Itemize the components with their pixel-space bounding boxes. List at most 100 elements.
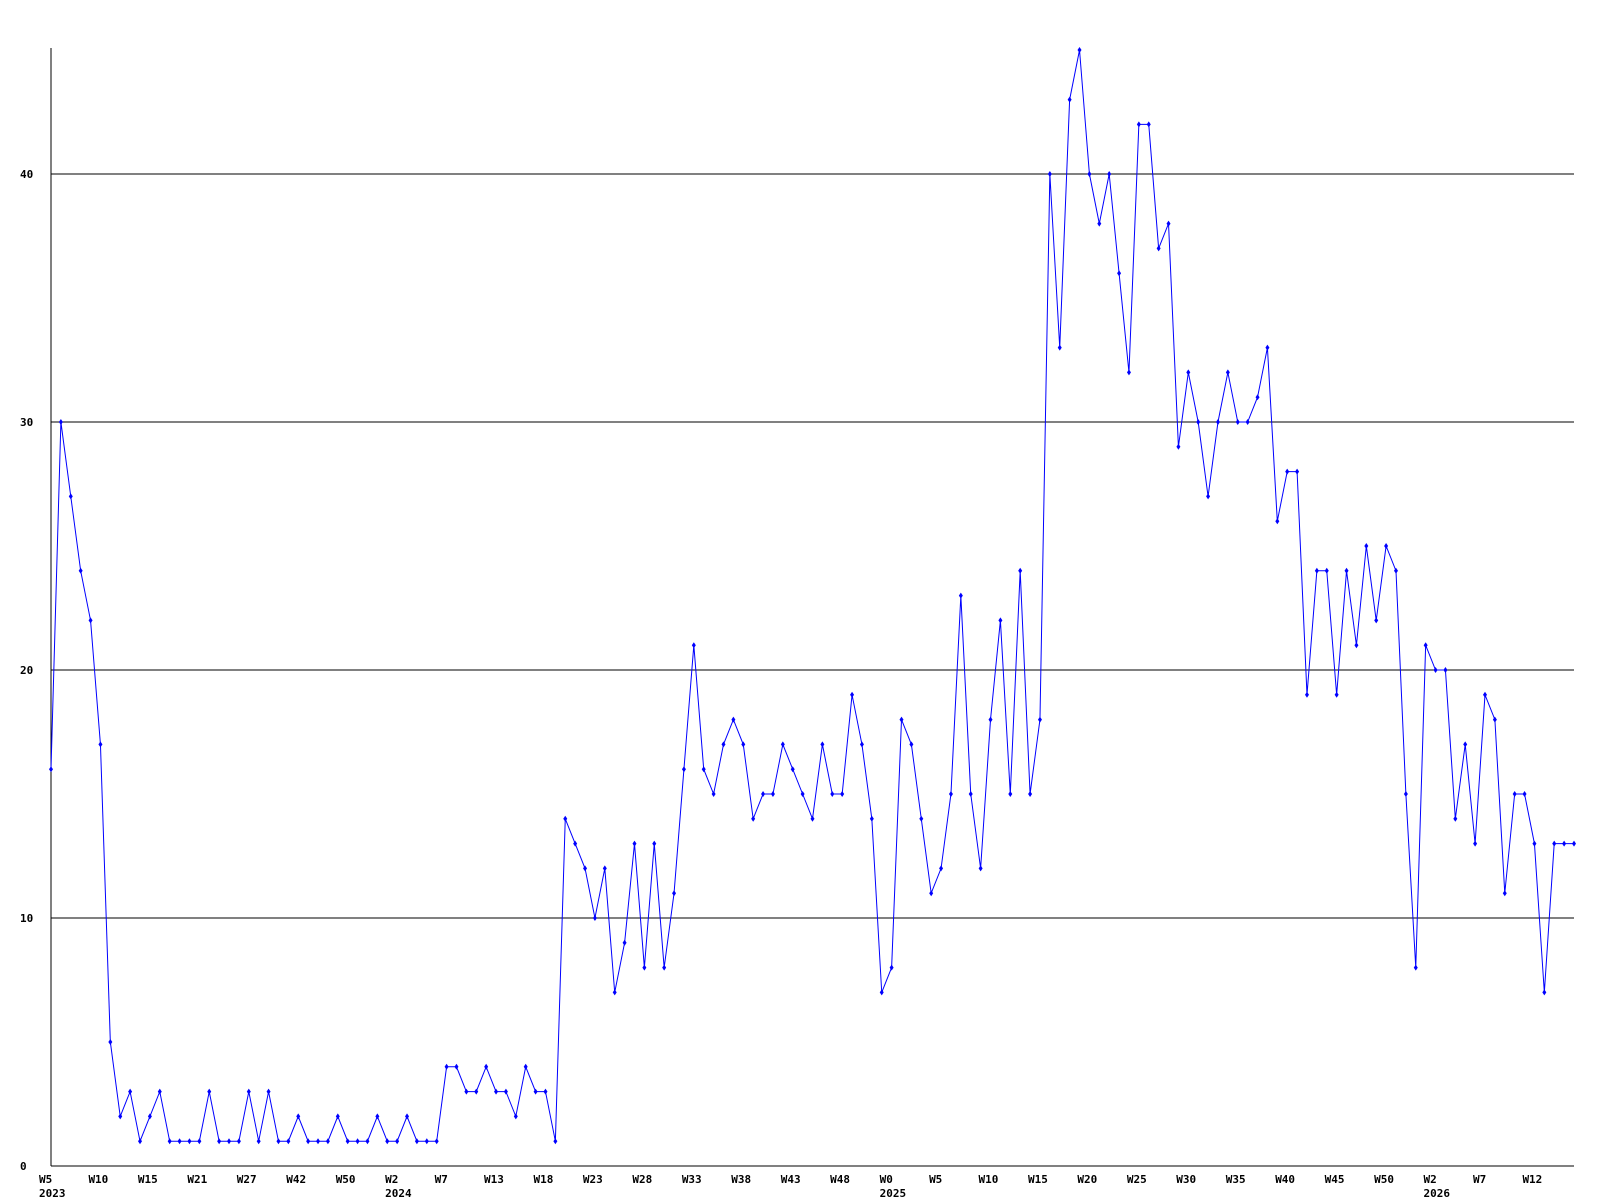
point-marker: [1393, 567, 1398, 574]
point-marker: [1334, 691, 1339, 698]
point-marker: [632, 840, 637, 847]
x-tick-label: W12: [1522, 1173, 1542, 1186]
x-tick-label: W2: [1424, 1173, 1437, 1186]
x-tick-label: W43: [781, 1173, 801, 1186]
point-marker: [424, 1138, 429, 1145]
point-marker: [1354, 642, 1359, 649]
point-marker: [1502, 890, 1507, 897]
point-marker: [850, 691, 855, 698]
point-marker: [820, 741, 825, 748]
point-marker: [68, 493, 73, 500]
point-marker: [375, 1113, 380, 1120]
point-marker: [1018, 567, 1023, 574]
x-tick-label: W33: [682, 1173, 702, 1186]
point-marker: [316, 1138, 321, 1145]
x-year-label: 2023: [39, 1187, 66, 1200]
point-marker: [691, 642, 696, 649]
point-marker: [1413, 964, 1418, 971]
point-marker: [553, 1138, 558, 1145]
line: [50, 49, 1574, 1143]
x-tick-label: W7: [435, 1173, 448, 1186]
point-marker: [1304, 691, 1309, 698]
point-marker: [543, 1088, 548, 1095]
point-marker: [810, 815, 815, 822]
point-marker: [899, 716, 904, 723]
point-marker: [672, 890, 677, 897]
point-marker: [1077, 47, 1082, 53]
point-marker: [454, 1063, 459, 1070]
x-tick-label: W28: [632, 1173, 652, 1186]
point-marker: [741, 741, 746, 748]
point-marker: [978, 865, 983, 872]
point-marker: [909, 741, 914, 748]
x-tick-label: W45: [1325, 1173, 1345, 1186]
x-tick-label: W18: [533, 1173, 553, 1186]
point-marker: [197, 1138, 202, 1145]
point-marker: [770, 791, 775, 797]
point-marker: [1285, 468, 1290, 475]
x-tick-label: W0: [880, 1173, 893, 1186]
point-marker: [1126, 369, 1131, 376]
point-marker: [167, 1138, 172, 1145]
point-marker: [1492, 716, 1497, 723]
point-marker: [414, 1138, 419, 1145]
x-tick-label: W10: [979, 1173, 999, 1186]
point-marker: [395, 1138, 400, 1145]
point-marker: [939, 865, 944, 872]
x-tick-label: W38: [731, 1173, 751, 1186]
point-marker: [1057, 344, 1062, 351]
point-marker: [721, 741, 726, 748]
point-marker: [128, 1088, 133, 1095]
x-tick-label: W10: [88, 1173, 108, 1186]
point-marker: [652, 840, 657, 847]
point-marker: [968, 791, 973, 797]
point-marker: [1443, 667, 1448, 673]
point-marker: [711, 791, 716, 797]
point-marker: [177, 1138, 182, 1145]
point-marker: [1107, 171, 1112, 177]
point-marker: [1245, 419, 1250, 425]
point-marker: [1235, 419, 1240, 425]
y-tick-label: 10: [20, 912, 33, 925]
x-tick-label: W5: [929, 1173, 942, 1186]
point-marker: [335, 1113, 340, 1120]
y-tick-label: 0: [20, 1160, 27, 1173]
point-marker: [701, 766, 706, 773]
point-marker: [157, 1088, 162, 1095]
point-marker: [790, 766, 795, 773]
x-tick-label: W21: [187, 1173, 207, 1186]
point-marker: [1087, 171, 1092, 177]
point-marker: [1215, 419, 1220, 425]
point-marker: [286, 1138, 291, 1145]
point-marker: [1275, 518, 1280, 525]
point-marker: [474, 1088, 479, 1095]
point-marker: [622, 939, 627, 946]
point-marker: [1008, 791, 1013, 797]
point-marker: [217, 1138, 222, 1145]
point-marker: [1512, 791, 1517, 797]
point-marker: [1206, 493, 1211, 500]
point-marker: [592, 915, 597, 921]
point-marker: [266, 1088, 271, 1095]
point-marker: [731, 716, 736, 723]
point-marker: [256, 1138, 261, 1145]
x-tick-label: W50: [1374, 1173, 1394, 1186]
point-marker: [1146, 121, 1151, 128]
x-tick-label: W42: [286, 1173, 306, 1186]
point-marker: [573, 840, 578, 847]
point-marker: [405, 1113, 410, 1120]
point-marker: [751, 815, 756, 822]
point-marker: [98, 741, 103, 748]
point-marker: [1482, 691, 1487, 698]
point-marker: [998, 617, 1003, 624]
point-marker: [988, 716, 993, 723]
point-marker: [236, 1138, 241, 1145]
point-marker: [612, 989, 617, 996]
point-marker: [929, 890, 934, 897]
point-marker: [306, 1138, 311, 1145]
point-marker: [108, 1039, 113, 1045]
point-marker: [325, 1138, 330, 1145]
point-marker: [1572, 840, 1576, 847]
point-marker: [78, 567, 83, 574]
